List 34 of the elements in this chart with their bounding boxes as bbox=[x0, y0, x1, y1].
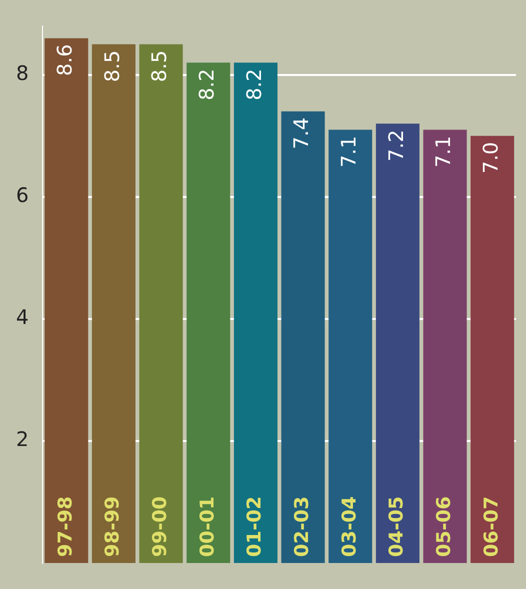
data-label: 8.5 bbox=[100, 50, 124, 82]
y-tick-label: 8 bbox=[16, 61, 29, 86]
x-tick-label: 99-00 bbox=[148, 496, 171, 557]
data-label: 8.5 bbox=[147, 50, 172, 82]
data-label: 7.0 bbox=[478, 142, 503, 174]
data-label: 7.4 bbox=[289, 117, 314, 150]
data-label: 7.1 bbox=[431, 136, 456, 168]
bar bbox=[186, 62, 230, 563]
data-label: 8.2 bbox=[194, 68, 219, 100]
bar bbox=[470, 136, 514, 563]
x-tick-label: 02-03 bbox=[290, 496, 313, 557]
bar bbox=[328, 130, 372, 563]
x-tick-label: 01-02 bbox=[244, 496, 266, 557]
y-tick-label: 4 bbox=[16, 305, 29, 330]
x-tick-label: 00-01 bbox=[196, 496, 218, 557]
y-tick-label: 6 bbox=[16, 183, 29, 208]
bar bbox=[139, 44, 183, 563]
bar bbox=[234, 62, 278, 563]
x-tick-label: 98-99 bbox=[102, 496, 124, 557]
x-tick-label: 97-98 bbox=[54, 496, 76, 557]
data-label: 8.2 bbox=[242, 68, 266, 100]
bar bbox=[423, 130, 467, 563]
bar bbox=[281, 111, 325, 563]
data-label: 7.1 bbox=[336, 136, 361, 168]
data-label: 7.2 bbox=[384, 130, 408, 162]
data-label: 8.6 bbox=[52, 44, 77, 76]
x-tick-label: 05-06 bbox=[432, 496, 455, 557]
bar bbox=[376, 124, 420, 563]
x-tick-label: 04-05 bbox=[386, 496, 408, 557]
y-tick-label: 2 bbox=[16, 427, 29, 452]
bar bbox=[44, 38, 88, 563]
bar bbox=[92, 44, 136, 563]
x-tick-label: 03-04 bbox=[338, 496, 360, 557]
x-tick-label: 06-07 bbox=[480, 496, 502, 557]
